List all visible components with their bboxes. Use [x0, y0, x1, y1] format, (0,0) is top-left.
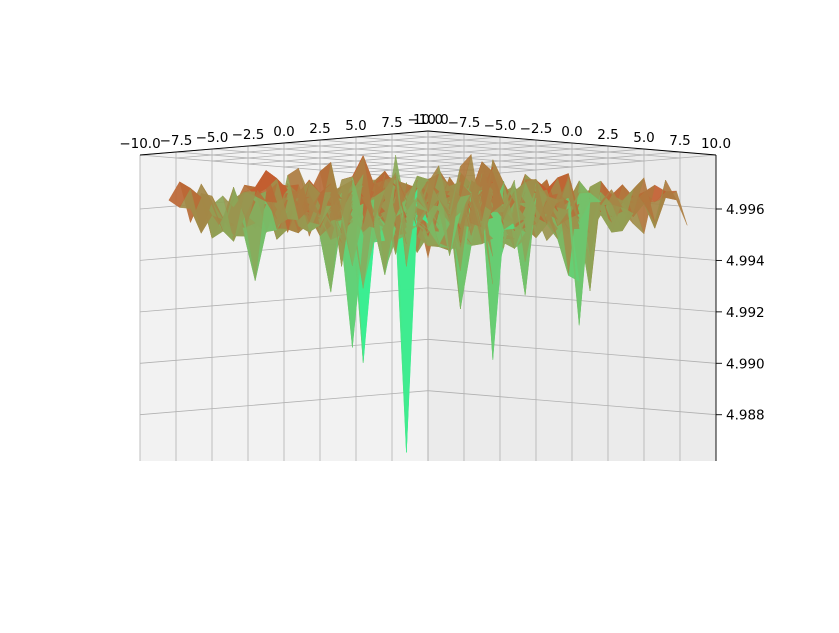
x-tick-label: 5.0	[345, 118, 366, 134]
grid-line	[139, 390, 717, 416]
z-tick-label: 4.994	[726, 253, 765, 269]
x-tick-label: 2.5	[309, 121, 330, 137]
y-axis-ticks: −10.0−7.5 −5.0 −2.5 0.0 2.5 5.0 7.5 10.0	[407, 112, 731, 152]
z-tick-label: 4.992	[726, 305, 765, 321]
z-axis-ticks: 4.988 4.990 4.992 4.994 4.996	[716, 202, 765, 424]
x-tick-label: −7.5	[160, 133, 193, 149]
x-tick-label: 10.0	[413, 112, 443, 128]
grid-line	[247, 139, 537, 165]
y-tick-label: 5.0	[633, 130, 654, 146]
x-axis-ticks: −10.0−7.5 −5.0 −2.5 0.0 2.5 5.0 7.5 10.0	[119, 112, 443, 152]
y-tick-label: 0.0	[561, 124, 582, 140]
grid-line	[175, 133, 465, 159]
grid-line	[319, 145, 609, 171]
y-tick-label: −5.0	[484, 118, 517, 134]
grid-line	[211, 136, 501, 162]
x-tick-label: 7.5	[381, 115, 402, 131]
y-tick-label: −2.5	[520, 121, 553, 137]
y-tick-label: −7.5	[448, 115, 481, 131]
z-tick-label: 4.988	[726, 408, 765, 424]
z-tick-label: 4.996	[726, 202, 765, 218]
x-axis-line	[139, 130, 429, 156]
grid-line	[139, 338, 717, 364]
x-tick-label: −2.5	[232, 127, 265, 143]
grid-line	[427, 154, 717, 180]
grid-line	[283, 142, 573, 168]
x-tick-label: −5.0	[196, 130, 229, 146]
y-tick-label: 10.0	[701, 136, 731, 152]
y-tick-label: 2.5	[597, 127, 618, 143]
y-axis-line	[427, 130, 717, 156]
surface-face	[168, 181, 191, 208]
grid-line	[139, 287, 717, 313]
y-tick-label: −10.0	[407, 112, 448, 128]
z-tick-label: 4.990	[726, 356, 765, 372]
x-tick-label: −10.0	[119, 136, 160, 152]
grid-line	[355, 148, 645, 174]
y-tick-label: 7.5	[669, 133, 690, 149]
x-tick-label: 0.0	[273, 124, 294, 140]
axis-lines	[139, 130, 717, 461]
surface-mesh	[168, 154, 688, 453]
